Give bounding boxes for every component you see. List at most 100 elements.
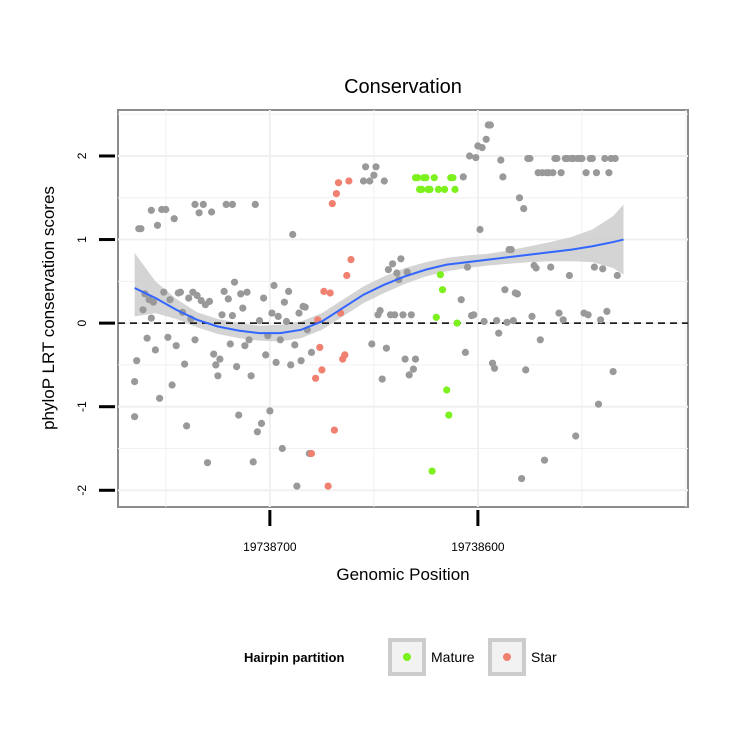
- point-star: [320, 287, 328, 295]
- point-other: [191, 336, 199, 344]
- point-other: [407, 311, 415, 319]
- point-mature: [436, 271, 444, 279]
- point-other: [559, 316, 567, 324]
- point-other: [274, 312, 282, 320]
- point-other: [592, 169, 601, 177]
- point-other: [399, 311, 407, 319]
- plot-panel: [117, 109, 689, 508]
- point-other: [463, 263, 472, 271]
- point-mature: [426, 185, 434, 193]
- point-other: [199, 200, 207, 208]
- legend-label-star: Star: [531, 649, 557, 665]
- point-other: [276, 336, 284, 344]
- point-other: [291, 341, 299, 349]
- point-other: [597, 316, 605, 324]
- smooth-line: [134, 238, 624, 335]
- point-other: [389, 260, 397, 268]
- point-other: [170, 215, 178, 223]
- point-other: [405, 371, 413, 379]
- point-other: [222, 200, 230, 208]
- point-mature: [441, 185, 449, 193]
- point-star: [347, 256, 355, 264]
- point-star: [341, 351, 349, 359]
- point-other: [237, 290, 245, 298]
- point-mature: [443, 386, 451, 394]
- grid-lines: [118, 110, 688, 507]
- point-other: [499, 173, 507, 181]
- point-other: [214, 372, 222, 380]
- point-other: [297, 357, 305, 365]
- point-other: [515, 194, 524, 202]
- point-other: [151, 346, 159, 354]
- point-other: [203, 459, 212, 467]
- point-other: [149, 298, 157, 306]
- point-other: [278, 444, 286, 453]
- point-other: [235, 411, 243, 419]
- x-axis-title: Genomic Position: [336, 565, 469, 584]
- point-other: [611, 154, 619, 163]
- point-star: [328, 200, 336, 208]
- point-other: [497, 156, 505, 164]
- point-other: [391, 311, 399, 319]
- point-mature: [438, 286, 447, 294]
- point-other: [470, 311, 478, 319]
- point-other: [520, 205, 528, 213]
- point-other: [205, 297, 214, 305]
- point-star: [318, 366, 326, 374]
- point-other: [137, 225, 145, 233]
- point-other: [380, 177, 388, 185]
- point-mature: [451, 185, 459, 193]
- point-other: [156, 394, 164, 402]
- point-other: [210, 350, 218, 358]
- point-other: [603, 307, 611, 315]
- point-star: [332, 190, 340, 198]
- point-other: [228, 312, 236, 320]
- point-mature: [449, 174, 457, 182]
- point-other: [553, 154, 561, 163]
- point-other: [495, 329, 503, 337]
- point-other: [172, 342, 180, 350]
- point-other: [226, 340, 234, 348]
- point-other: [266, 407, 274, 415]
- legend-dot-mature: [403, 653, 411, 661]
- point-other: [270, 281, 278, 290]
- point-other: [384, 266, 392, 274]
- point-other: [457, 296, 465, 304]
- legend: Hairpin partition Mature Star: [244, 638, 557, 676]
- point-other: [285, 287, 293, 295]
- point-other: [147, 206, 155, 214]
- legend-dot-star: [503, 653, 511, 661]
- point-other: [393, 269, 401, 277]
- point-other: [257, 419, 266, 427]
- point-other: [466, 152, 474, 160]
- point-other: [239, 304, 247, 312]
- point-other: [218, 311, 226, 319]
- point-other: [230, 278, 239, 286]
- y-tick-label: -1: [75, 401, 89, 412]
- point-star: [343, 271, 351, 280]
- point-other: [518, 475, 526, 483]
- point-other: [582, 169, 590, 177]
- point-other: [193, 291, 201, 300]
- point-other: [287, 361, 295, 369]
- point-other: [251, 200, 259, 208]
- point-other: [376, 307, 384, 315]
- point-other: [176, 288, 184, 296]
- point-other: [166, 296, 174, 304]
- point-other: [247, 372, 255, 380]
- point-other: [228, 200, 236, 208]
- point-other: [513, 290, 522, 298]
- point-other: [397, 255, 405, 263]
- legend-title: Hairpin partition: [244, 650, 344, 665]
- point-other: [224, 295, 232, 303]
- point-other: [378, 375, 386, 383]
- y-tick-label: 2: [75, 152, 89, 159]
- point-other: [459, 173, 467, 181]
- point-other: [280, 298, 288, 306]
- point-other: [272, 358, 280, 366]
- point-other: [557, 169, 565, 177]
- point-other: [409, 365, 417, 373]
- y-tick-label: 1: [75, 236, 89, 243]
- point-other: [476, 225, 484, 234]
- point-other: [482, 135, 490, 143]
